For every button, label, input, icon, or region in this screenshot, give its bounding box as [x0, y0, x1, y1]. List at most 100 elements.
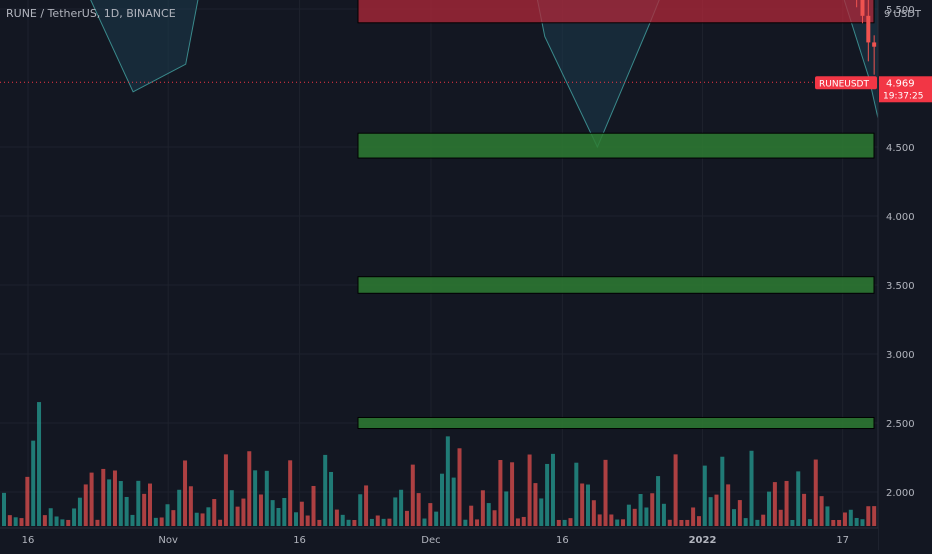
volume-bar [387, 518, 392, 526]
volume-bar [2, 492, 6, 526]
volume-bar [574, 462, 579, 526]
volume-bar [784, 480, 789, 526]
volume-bar [7, 515, 12, 526]
volume-bar [288, 460, 293, 526]
volume-bar [872, 506, 877, 526]
volume-bar [364, 485, 369, 526]
volume-bar [107, 479, 112, 526]
volume-bar [696, 516, 701, 526]
volume-bar [504, 491, 509, 526]
volume-bar [621, 519, 626, 526]
volume-bar [586, 484, 590, 526]
volume-bar [597, 514, 602, 526]
volume-bar [399, 489, 404, 526]
x-tick-label: 17 [836, 535, 849, 546]
volume-bar [19, 518, 24, 526]
volume-bar [404, 510, 409, 526]
x-tick-label: 16 [22, 535, 35, 546]
volume-bar [130, 514, 135, 526]
volume-bar [743, 518, 748, 526]
volume-bar [148, 483, 152, 526]
volume-bar [42, 515, 47, 526]
y-tick-label: 4.500 [886, 143, 915, 154]
volume-bar [726, 484, 731, 526]
volume-bar [521, 516, 526, 526]
volume-bar [685, 519, 690, 526]
volume-bar [264, 470, 269, 526]
volume-bar [422, 518, 427, 526]
volume-bar [673, 454, 678, 526]
volume-bar [732, 509, 736, 526]
volume-bar [112, 470, 117, 526]
volume-bar [323, 454, 328, 526]
volume-bar [714, 494, 719, 526]
volume-bar [545, 463, 550, 526]
volume-bar [54, 516, 59, 526]
volume-bar [212, 499, 217, 526]
volume-bar [153, 517, 158, 526]
resistance-zone [357, 0, 875, 24]
volume-bar [440, 473, 444, 526]
volume-bar [206, 507, 211, 526]
volume-bar [77, 497, 82, 526]
volume-bar [632, 508, 637, 526]
volume-bar [282, 497, 287, 526]
volume-bar [802, 493, 807, 526]
volume-bar [691, 507, 696, 526]
y-tick-label: 5.500 [886, 5, 915, 16]
volume-bar [253, 470, 258, 526]
volume-bar [860, 519, 865, 526]
volume-bar [434, 511, 439, 526]
volume-bar [37, 402, 42, 526]
volume-bar [644, 507, 649, 526]
volume-bar [591, 500, 596, 526]
volume-bar [235, 506, 240, 526]
volume-bar [270, 500, 275, 526]
volume-bar [334, 509, 339, 526]
volume-bar [241, 498, 246, 526]
volume-bar [515, 518, 520, 526]
volume-bar [475, 519, 480, 526]
volume-bar [667, 519, 672, 526]
candle-body [860, 0, 865, 16]
volume-bar [142, 493, 147, 526]
support-zone [357, 132, 875, 159]
volume-bar [194, 512, 199, 526]
volume-bar [89, 472, 94, 526]
volume-bar [60, 519, 65, 526]
volume-bar [550, 453, 555, 526]
time-axis-panel [0, 528, 878, 550]
volume-bar [358, 494, 363, 526]
volume-bar [778, 509, 783, 526]
volume-bar [761, 514, 766, 526]
volume-bar [737, 500, 742, 526]
volume-bar [305, 515, 310, 526]
volume-bar [807, 519, 812, 526]
volume-bar [311, 485, 316, 526]
volume-bar [177, 489, 182, 526]
volume-bar [866, 506, 871, 526]
volume-bar [755, 519, 760, 526]
volume-bar [428, 503, 433, 526]
candle-body [866, 15, 871, 43]
volume-bar [258, 494, 263, 526]
volume-bar [83, 484, 88, 526]
volume-bar [247, 451, 252, 526]
volume-bar [229, 490, 234, 526]
volume-bar [492, 510, 497, 526]
symbol-title: RUNE / TetherUS, 1D, BINANCE [6, 7, 176, 20]
volume-bar [101, 468, 106, 526]
volume-bar [159, 517, 164, 526]
volume-bar [13, 517, 18, 526]
volume-bar [720, 456, 725, 526]
volume-bar [837, 519, 842, 526]
volume-bar [819, 496, 824, 526]
support-zone [357, 276, 875, 294]
y-tick-label: 2.500 [886, 419, 915, 430]
volume-bar [527, 454, 532, 526]
volume-bar [580, 483, 585, 526]
volume-bar [533, 483, 538, 526]
y-tick-label: 2.000 [886, 488, 915, 499]
